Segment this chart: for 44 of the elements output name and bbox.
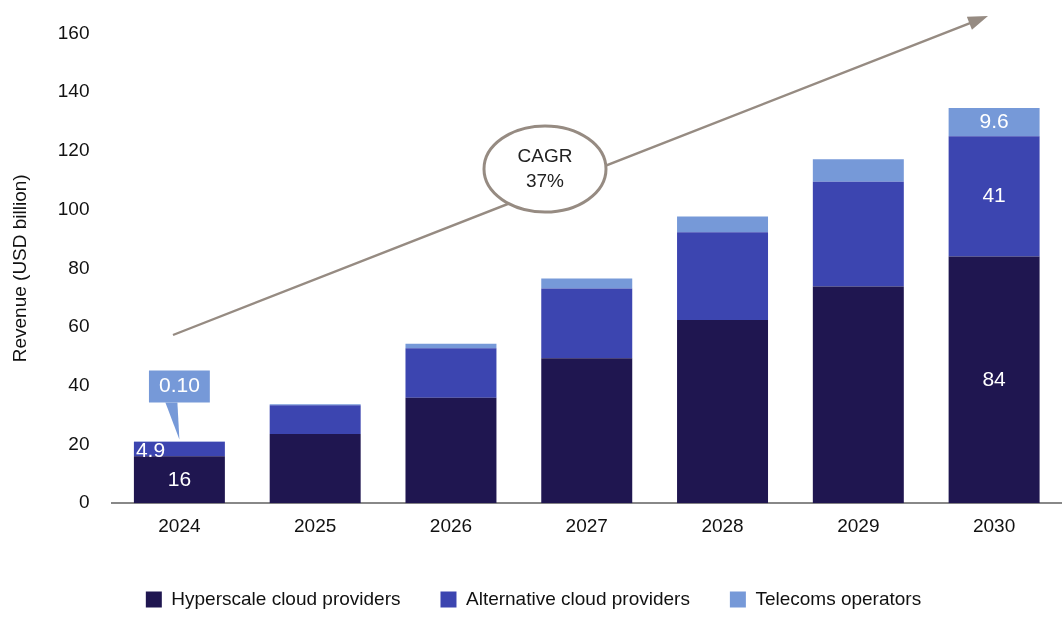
x-tick-label: 2030	[972, 514, 1016, 536]
y-tick-label: 20	[68, 432, 90, 454]
y-tick-label: 100	[57, 197, 90, 219]
bar	[677, 319, 769, 504]
x-tick-label: 2028	[701, 514, 744, 536]
bar	[269, 433, 361, 504]
bar	[812, 159, 904, 182]
bar	[541, 278, 633, 289]
y-axis-title: Revenue (USD billion)	[8, 174, 30, 363]
x-tick-label: 2027	[565, 514, 608, 536]
data-label: 41	[982, 183, 1006, 207]
bar	[812, 181, 904, 287]
bar	[948, 107, 1040, 137]
bar	[677, 232, 769, 320]
bar	[812, 286, 904, 504]
x-tick-label: 2029	[837, 514, 880, 536]
y-tick-label: 0	[78, 491, 90, 513]
y-tick-label: 120	[57, 139, 90, 161]
bar	[405, 343, 497, 349]
bar	[541, 288, 633, 359]
y-tick-label: 140	[57, 80, 90, 102]
legend-label: Telecoms operators	[755, 587, 922, 609]
data-label: 84	[982, 366, 1007, 390]
bar	[269, 405, 361, 434]
bar	[133, 456, 225, 504]
data-label: 0.10	[158, 373, 200, 397]
y-tick-label: 80	[68, 256, 90, 278]
x-tick-label: 2025	[294, 514, 337, 536]
y-tick-label: 60	[68, 315, 90, 337]
y-tick-label: 40	[68, 373, 90, 395]
x-tick-label: 2026	[429, 514, 473, 536]
bar	[677, 216, 769, 233]
legend-label: Alternative cloud providers	[465, 587, 690, 609]
bar	[948, 136, 1040, 257]
bar	[541, 358, 633, 504]
data-label: 9.6	[979, 108, 1009, 132]
data-label: 16	[167, 466, 192, 490]
data-label: 4.9	[135, 437, 166, 461]
legend-label: Hyperscale cloud providers	[171, 587, 401, 609]
bar	[948, 256, 1040, 504]
y-tick-label: 160	[57, 21, 90, 43]
bar	[405, 348, 497, 398]
bar	[405, 397, 497, 504]
x-tick-label: 2024	[158, 514, 201, 536]
